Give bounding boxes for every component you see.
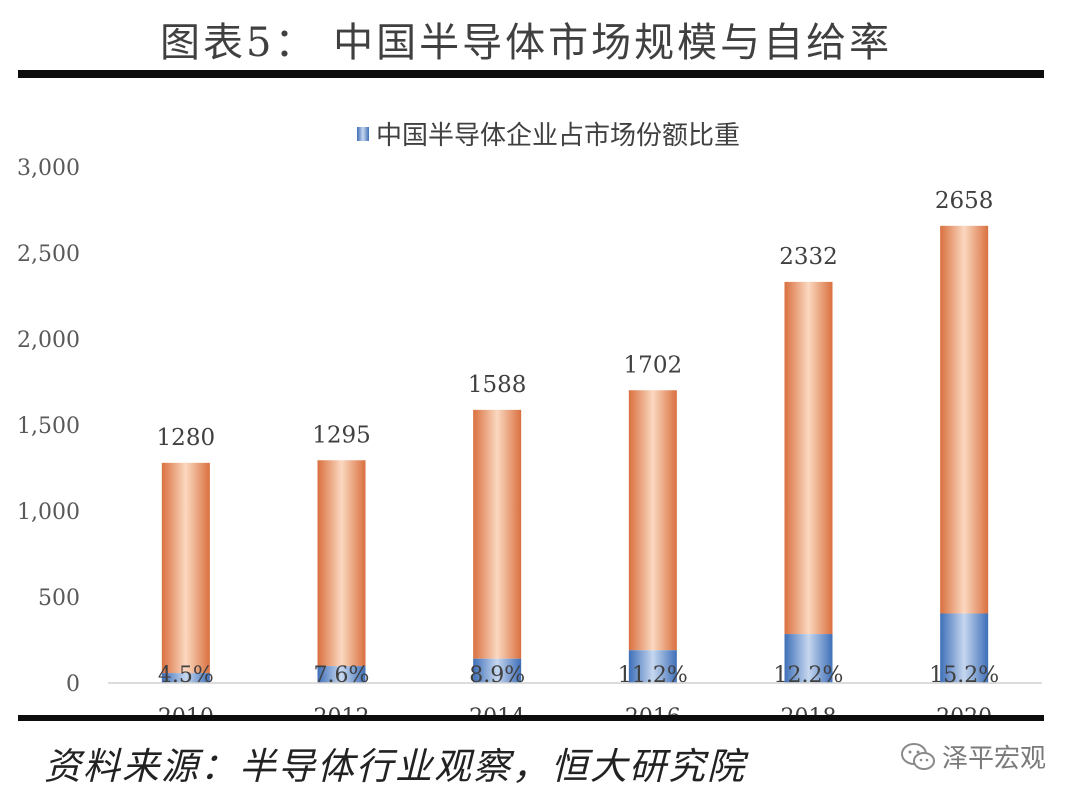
bar-segment-blue	[161, 673, 210, 683]
bar-segment-orange	[317, 460, 366, 667]
y-tick-label: 500	[38, 586, 80, 611]
footer-rule	[18, 715, 1044, 721]
bar-segment-blue	[784, 634, 833, 683]
wechat-icon	[901, 742, 935, 770]
x-tick-label: 2016	[625, 705, 681, 715]
watermark: 泽平宏观	[900, 738, 1046, 775]
bar-total-label: 1702	[624, 352, 683, 378]
bar-share-label: 4.5%	[158, 663, 214, 688]
bar-segment-blue	[940, 613, 989, 683]
x-tick-label: 2014	[469, 705, 525, 715]
x-tick-label: 2012	[314, 705, 370, 715]
chart-legend: 中国半导体企业占市场份额比重	[357, 121, 740, 151]
bars: 1280 4.5% 1295 7.6% 1588 8.9% 1702 11.2% 2332 12.…	[157, 188, 1000, 688]
x-axis: 2010 2012 2014 2016 2018 2020	[158, 705, 992, 715]
bar-total-label: 1280	[157, 425, 216, 451]
title-rule	[18, 70, 1044, 78]
bar-segment-orange	[628, 390, 677, 651]
bar-segment-blue	[317, 666, 366, 683]
y-axis: 0 500 1,000 1,500 2,000 2,500 3,000	[17, 156, 80, 697]
y-tick-label: 2,500	[17, 242, 80, 267]
source-note: 资料来源：半导体行业观察，恒大研究院	[44, 745, 746, 788]
x-tick-label: 2020	[936, 705, 992, 715]
x-tick-label: 2010	[158, 705, 214, 715]
bar-share-label: 11.2%	[618, 663, 688, 688]
x-tick-label: 2018	[781, 705, 837, 715]
bar-total-label: 1588	[468, 372, 527, 398]
legend-label: 中国半导体企业占市场份额比重	[376, 121, 740, 151]
y-tick-label: 1,000	[17, 500, 80, 525]
bar-segment-orange	[161, 462, 210, 674]
y-tick-label: 3,000	[17, 156, 80, 181]
bar-total-label: 1295	[312, 422, 371, 448]
bar-total-label: 2332	[779, 244, 838, 270]
bar-segment-orange	[940, 225, 989, 614]
y-tick-label: 0	[66, 672, 80, 697]
bar-total-label: 2658	[935, 188, 994, 214]
watermark-label: 泽平宏观	[942, 744, 1047, 774]
bar-segment-blue	[628, 650, 677, 683]
bar-segment-orange	[784, 281, 833, 635]
bar-segment-blue	[473, 658, 522, 683]
market-size-chart: 中国半导体企业占市场份额比重 0 500 1,000 1,500 2,000 2,500 3…	[17, 121, 1042, 715]
page-title: 图表5： 中国半导体市场规模与自给率	[160, 20, 893, 66]
bar-share-label: 8.9%	[469, 663, 525, 688]
bar-share-label: 7.6%	[314, 663, 370, 688]
y-tick-label: 1,500	[17, 414, 80, 439]
legend-swatch	[357, 127, 369, 141]
y-tick-label: 2,000	[17, 328, 80, 353]
bar-segment-orange	[473, 409, 522, 659]
bar-share-label: 15.2%	[929, 663, 999, 688]
bar-share-label: 12.2%	[774, 663, 844, 688]
